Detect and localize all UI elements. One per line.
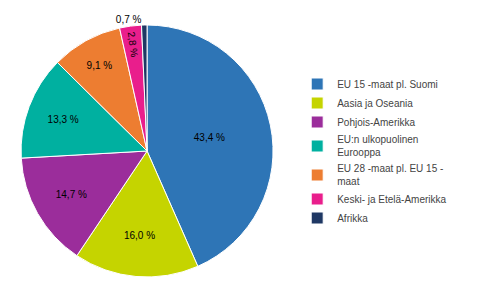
svg-text:Keski- ja Etelä-Amerikka: Keski- ja Etelä-Amerikka [337, 194, 446, 205]
svg-text:16,0 %: 16,0 % [124, 230, 155, 241]
svg-text:EU 15 -maat pl. Suomi: EU 15 -maat pl. Suomi [337, 79, 438, 90]
svg-text:14,7 %: 14,7 % [56, 189, 87, 200]
svg-text:EU 28 -maat pl. EU 15 -maat: EU 28 -maat pl. EU 15 -maat [337, 163, 443, 187]
svg-text:2,8 %: 2,8 % [126, 31, 140, 58]
svg-text:Pohjois-Amerikka: Pohjois-Amerikka [337, 117, 415, 128]
svg-text:13,3 %: 13,3 % [48, 114, 79, 125]
svg-text:EU:n ulkopuolinenEurooppa: EU:n ulkopuolinenEurooppa [337, 134, 418, 158]
svg-text:43,4 %: 43,4 % [194, 132, 225, 143]
svg-text:0,7 %: 0,7 % [116, 14, 142, 25]
svg-text:Aasia ja Oseania: Aasia ja Oseania [337, 98, 413, 109]
svg-text:9,1 %: 9,1 % [87, 60, 113, 71]
svg-text:Afrikka: Afrikka [337, 213, 368, 224]
